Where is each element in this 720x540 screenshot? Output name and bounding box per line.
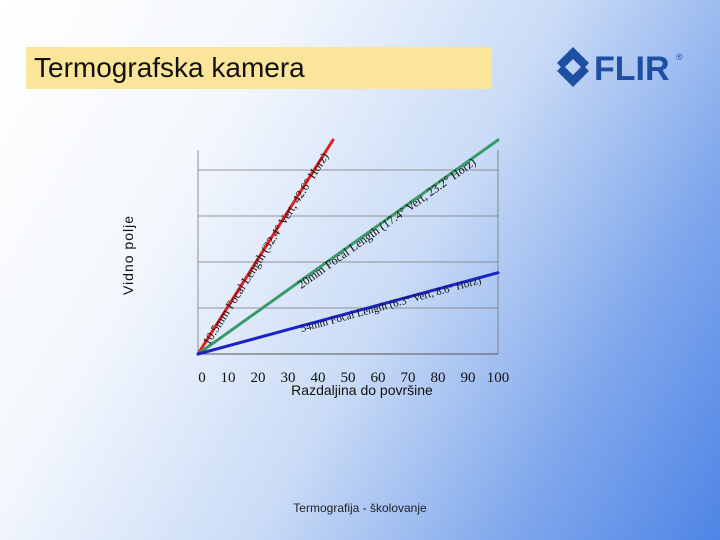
flir-logo-text: FLIR — [594, 50, 670, 88]
title-bar: Termografska kamera — [26, 47, 492, 89]
x-tick-label: 10 — [221, 370, 236, 386]
series-label-3: 54mm Focal Length (6.3° Vert, 8.6° Horz) — [299, 275, 483, 336]
x-tick-label: 20 — [251, 370, 266, 386]
series-line-3 — [196, 271, 500, 356]
x-tick-label: 50 — [341, 370, 356, 386]
chart-series — [196, 138, 500, 356]
chart-x-ticks: 0 10 20 30 40 50 60 70 80 90 100 — [198, 370, 509, 386]
x-axis-label: Razdaljina do površine — [291, 382, 433, 398]
chart-grid — [197, 150, 499, 355]
x-tick-label: 60 — [371, 370, 386, 386]
footer-text: Termografija - školovanje — [293, 501, 427, 515]
x-tick-label: 70 — [401, 370, 416, 386]
series-label-1: 10.5mm Focal Length (32.4° Vert, 42.6° H… — [200, 150, 332, 347]
series-label-2: 20mm Focal Length (17.4° Vert, 23.2° Hor… — [295, 155, 479, 292]
series-line-1 — [196, 138, 335, 356]
series-line-2 — [196, 138, 500, 356]
x-tick-label: 0 — [198, 370, 206, 386]
x-tick-label: 80 — [431, 370, 446, 386]
x-tick-label: 90 — [461, 370, 476, 386]
x-tick-label: 40 — [311, 370, 326, 386]
slide-title: Termografska kamera — [34, 52, 305, 83]
flir-logo: FLIR ® — [557, 47, 683, 88]
x-tick-label: 30 — [281, 370, 296, 386]
chart-series-labels: 10.5mm Focal Length (32.4° Vert, 42.6° H… — [200, 150, 483, 347]
registered-mark: ® — [676, 52, 683, 62]
flir-diamond-icon — [557, 47, 589, 87]
x-tick-label: 100 — [487, 370, 510, 386]
